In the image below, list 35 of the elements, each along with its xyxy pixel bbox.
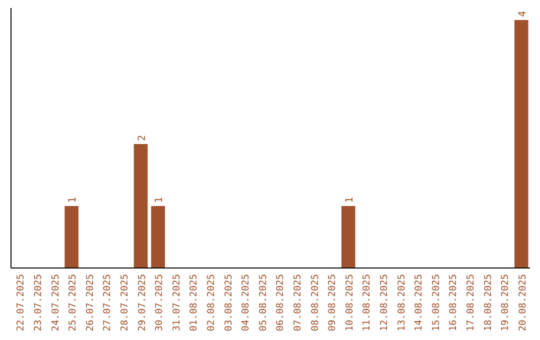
x-tick-label: 31.07.2025	[171, 274, 182, 332]
x-tick-label: 11.08.2025	[362, 274, 373, 332]
x-tick-label: 09.08.2025	[327, 274, 338, 332]
x-tick-label: 24.07.2025	[50, 274, 62, 332]
data-label: 1	[68, 196, 79, 203]
x-tick-label: 02.08.2025	[206, 274, 217, 332]
x-tick-label: 26.07.2025	[84, 274, 96, 332]
x-tick-label: 19.08.2025	[500, 274, 512, 332]
x-tick-label: 14.08.2025	[414, 274, 425, 332]
x-tick-label: 25.07.2025	[68, 274, 79, 332]
x-tick-label: 16.08.2025	[448, 274, 460, 332]
x-tick-label: 08.08.2025	[310, 274, 321, 332]
data-label: 1	[344, 196, 356, 203]
data-label: 2	[136, 134, 148, 141]
x-tick-label: 07.08.2025	[292, 274, 304, 332]
x-tick-label: 10.08.2025	[344, 274, 356, 332]
x-tick-label: 01.08.2025	[188, 274, 200, 332]
x-tick-label: 23.07.2025	[32, 274, 44, 332]
x-tick-label: 05.08.2025	[258, 274, 269, 332]
data-label: 4	[517, 10, 528, 17]
x-tick-label: 17.08.2025	[465, 274, 476, 332]
x-tick-label: 20.08.2025	[517, 274, 528, 332]
x-tick-label: 04.08.2025	[240, 274, 252, 332]
x-tick-label: 13.08.2025	[396, 274, 408, 332]
data-label: 1	[154, 196, 166, 203]
x-tick-label: 28.07.2025	[119, 274, 130, 332]
x-tick-label: 27.07.2025	[102, 274, 114, 332]
x-tick-label: 03.08.2025	[223, 274, 234, 332]
x-tick-label: 15.08.2025	[430, 274, 442, 332]
x-tick-label: 29.07.2025	[136, 274, 148, 332]
x-tick-label: 22.07.2025	[16, 274, 27, 332]
x-tick-label: 30.07.2025	[154, 274, 166, 332]
x-tick-label: 18.08.2025	[482, 274, 494, 332]
x-tick-label: 12.08.2025	[378, 274, 390, 332]
x-tick-label: 06.08.2025	[275, 274, 286, 332]
